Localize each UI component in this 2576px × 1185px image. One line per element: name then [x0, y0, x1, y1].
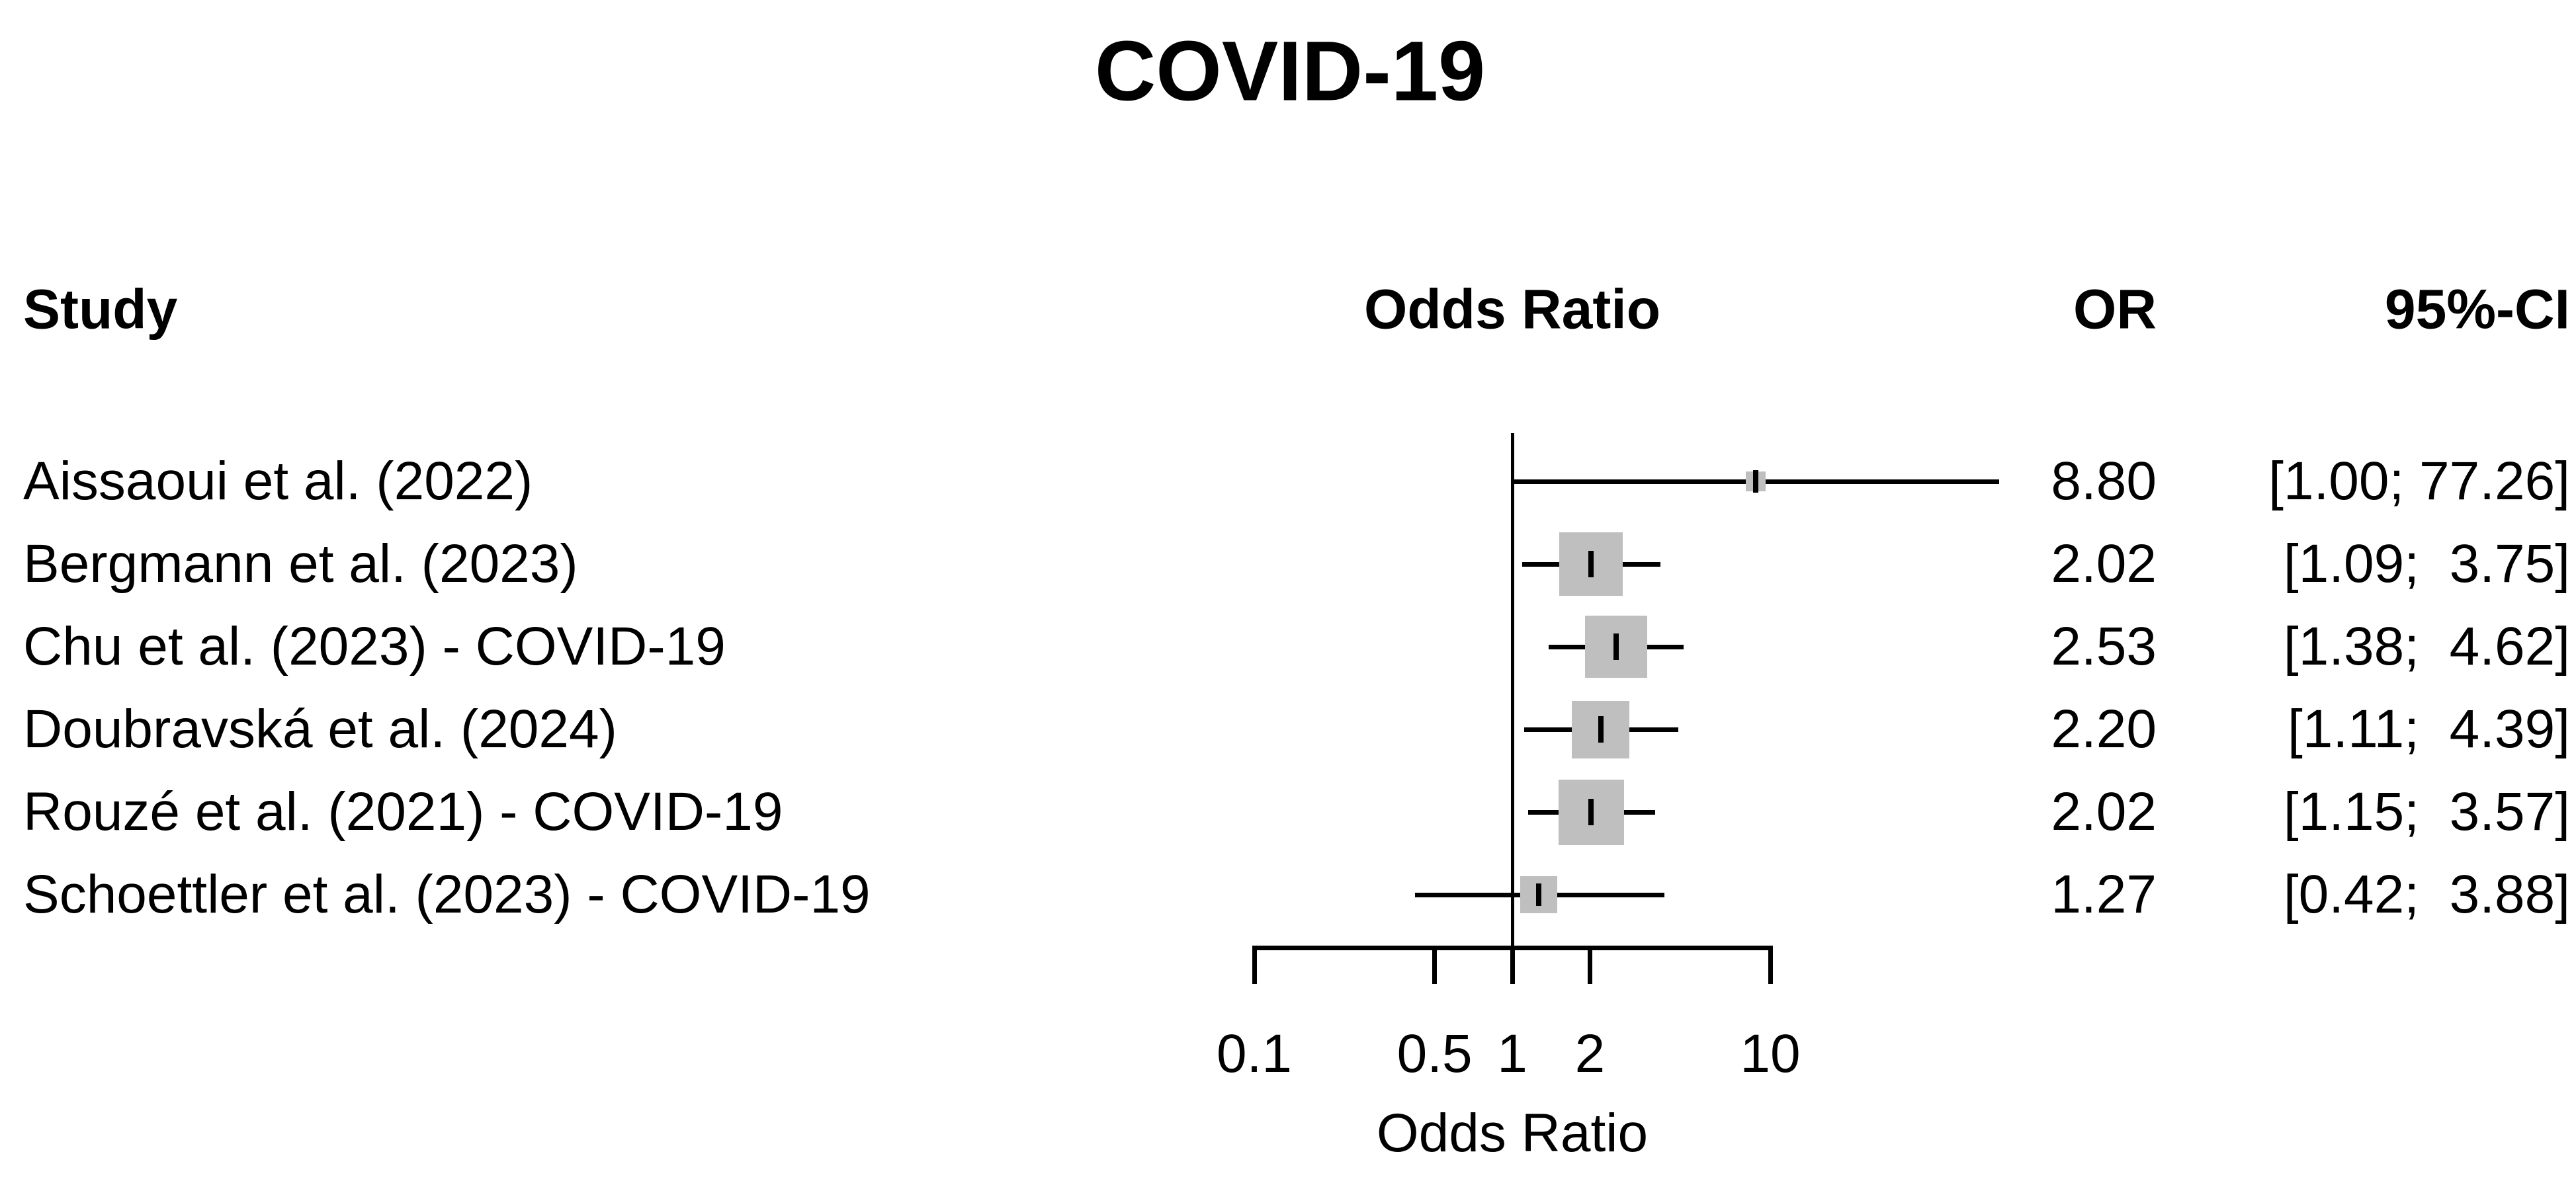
study-label: Aissaoui et al. (2022) [23, 451, 533, 511]
or-value: 2.53 [2051, 616, 2157, 676]
x-axis-tick-label: 10 [1740, 1024, 1801, 1084]
study-label: Bergmann et al. (2023) [23, 534, 578, 594]
x-axis-tick-label: 0.5 [1396, 1024, 1473, 1084]
or-value: 2.02 [2051, 782, 2157, 842]
ci-value: [1.11; 4.39] [2287, 699, 2570, 759]
study-label: Doubravská et al. (2024) [23, 699, 617, 759]
study-label: Chu et al. (2023) - COVID-19 [23, 616, 726, 676]
x-axis-tick-label: 0.1 [1217, 1024, 1292, 1084]
study-label: Schoettler et al. (2023) - COVID-19 [23, 864, 871, 924]
x-axis-tick-label: 2 [1574, 1024, 1606, 1084]
or-value: 2.20 [2051, 699, 2157, 759]
or-value: 8.80 [2051, 451, 2157, 511]
point-marker [1536, 883, 1542, 906]
ci-value: [1.38; 4.62] [2283, 616, 2570, 676]
study-label: Rouzé et al. (2021) - COVID-19 [23, 782, 783, 842]
x-axis-tick [1432, 946, 1438, 984]
figure-title: COVID-19 [1094, 24, 1486, 119]
ci-value: [0.42; 3.88] [2283, 864, 2570, 924]
x-axis-tick-label: 1 [1497, 1024, 1527, 1084]
column-header-odds-ratio: Odds Ratio [1363, 278, 1661, 341]
x-axis-tick [1510, 946, 1515, 984]
column-header-study: Study [23, 278, 178, 341]
x-axis-tick [1587, 946, 1592, 984]
or-value: 2.02 [2051, 534, 2157, 594]
point-marker [1588, 551, 1594, 577]
column-header-ci: 95%-CI [2384, 278, 2570, 341]
point-marker [1613, 633, 1619, 660]
reference-line [1510, 433, 1514, 950]
x-axis-label: Odds Ratio [1376, 1103, 1649, 1163]
x-axis-tick [1768, 946, 1773, 984]
ci-value: [1.15; 3.57] [2283, 782, 2570, 842]
point-marker [1753, 470, 1759, 493]
ci-value: [1.09; 3.75] [2283, 534, 2570, 594]
or-value: 1.27 [2051, 864, 2157, 924]
column-header-or: OR [2073, 278, 2157, 341]
ci-value: [1.00; 77.26] [2268, 451, 2570, 511]
point-marker [1598, 716, 1604, 743]
point-marker [1588, 799, 1594, 825]
x-axis-tick [1252, 946, 1257, 984]
